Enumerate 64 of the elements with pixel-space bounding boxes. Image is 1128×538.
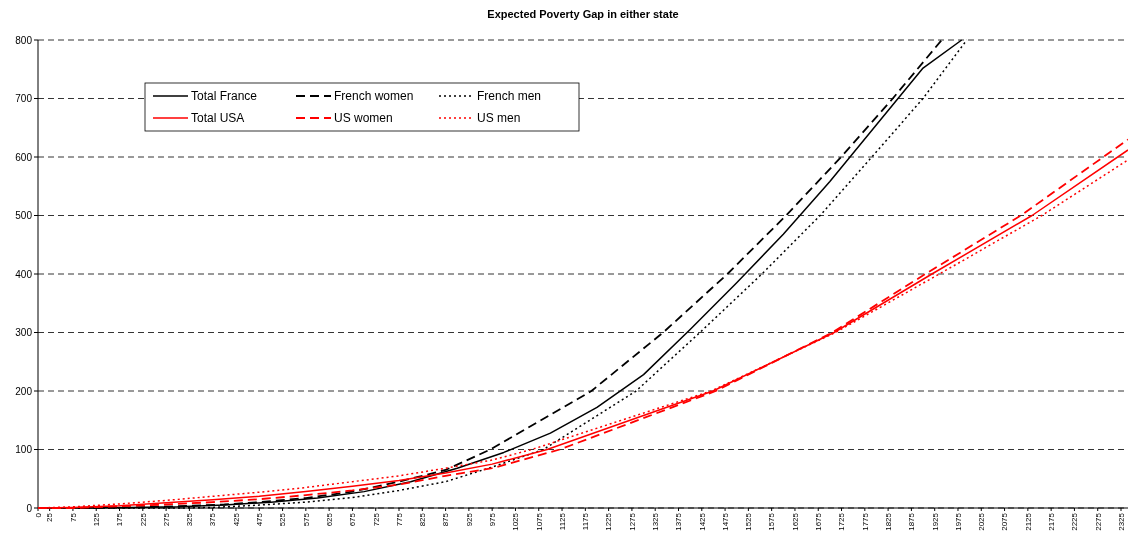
x-tick-label: 675 <box>348 512 358 527</box>
y-tick-label: 700 <box>15 93 33 104</box>
x-tick-label: 1925 <box>930 512 940 531</box>
y-tick-label: 100 <box>15 444 33 455</box>
x-tick-label: 1725 <box>837 512 847 531</box>
x-tick-label: 425 <box>231 512 241 527</box>
x-tick-label: 1875 <box>907 512 917 531</box>
x-tick-label: 1025 <box>511 512 521 531</box>
x-tick-label: 475 <box>255 512 265 527</box>
x-tick-label: 625 <box>324 512 334 527</box>
x-tick-label: 1325 <box>651 512 660 531</box>
x-tick-label: 1525 <box>744 512 754 531</box>
x-tick-label: 725 <box>371 512 381 527</box>
x-tick-label: 325 <box>185 512 195 527</box>
x-tick-label: 775 <box>394 512 404 527</box>
x-tick-label: 375 <box>208 512 218 527</box>
legend-label: French women <box>334 89 414 104</box>
x-tick-label: 575 <box>301 512 311 527</box>
x-tick-label: 2325 <box>1116 512 1126 531</box>
x-tick-label: 1275 <box>627 512 637 531</box>
x-tick-label: 75 <box>68 512 78 522</box>
legend-label: US men <box>477 111 521 126</box>
x-tick-label: 1375 <box>674 512 684 531</box>
x-tick-label: 975 <box>487 512 497 527</box>
x-tick-label: 525 <box>278 512 288 527</box>
x-tick-label: 275 <box>161 512 171 527</box>
x-tick-label: 25 <box>45 512 55 522</box>
x-tick-label: 1225 <box>604 512 614 531</box>
x-tick-label: 875 <box>441 512 451 527</box>
y-tick-label: 600 <box>15 151 33 163</box>
x-tick-label: 1775 <box>860 512 870 531</box>
x-tick-label: 2025 <box>977 512 987 531</box>
x-tick-label: 225 <box>138 512 148 527</box>
x-tick-label: 825 <box>418 512 428 527</box>
x-tick-label: 2225 <box>1070 512 1080 531</box>
legend-label: Total USA <box>191 111 245 126</box>
x-tick-label: 125 <box>92 512 102 527</box>
y-tick-label: 500 <box>15 210 33 221</box>
x-tick-label: 1475 <box>720 512 730 531</box>
x-tick-label: 925 <box>464 512 474 527</box>
legend-label: Total France <box>191 89 258 104</box>
x-tick-label: 1175 <box>581 512 591 531</box>
y-tick-label: 800 <box>15 34 33 46</box>
y-tick-label: 0 <box>26 502 33 514</box>
x-tick-label: 2175 <box>1046 512 1056 531</box>
x-tick-label: 1675 <box>814 512 824 531</box>
x-tick-label: 2275 <box>1093 512 1103 531</box>
x-tick-label: 2125 <box>1023 512 1033 531</box>
x-tick-label: 0 <box>33 512 43 518</box>
legend-label: US women <box>334 111 393 126</box>
y-tick-label: 300 <box>15 327 33 338</box>
chart-title: Expected Poverty Gap in either state <box>487 8 679 20</box>
x-tick-label: 1975 <box>953 512 963 531</box>
x-tick-label: 175 <box>115 512 125 527</box>
x-tick-label: 1575 <box>767 512 777 531</box>
x-tick-label: 1425 <box>697 512 707 531</box>
x-tick-label: 1125 <box>557 512 567 531</box>
y-tick-label: 400 <box>15 268 33 280</box>
legend-label: French men <box>477 89 542 104</box>
x-tick-label: 1625 <box>790 512 800 531</box>
x-tick-label: 1075 <box>534 512 544 531</box>
x-tick-label: 1825 <box>883 512 893 531</box>
y-tick-label: 200 <box>15 385 33 397</box>
x-tick-label: 2075 <box>1000 512 1010 531</box>
